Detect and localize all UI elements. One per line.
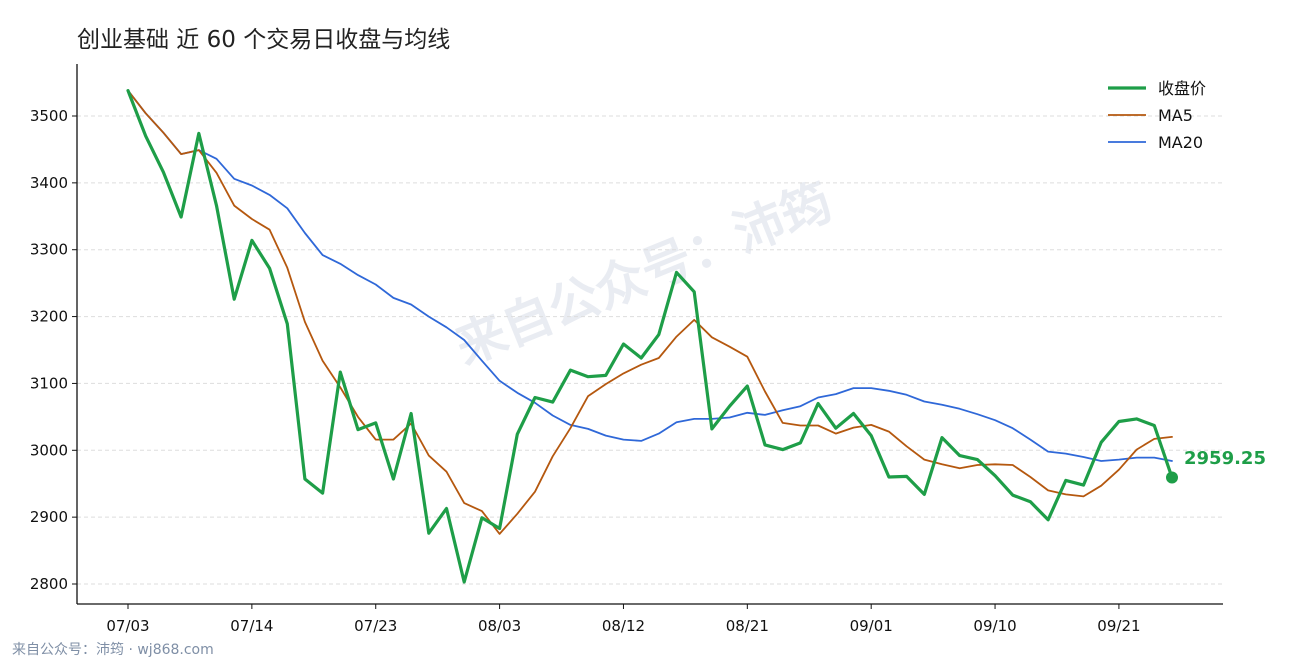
legend-label: 收盘价 — [1158, 79, 1206, 98]
y-tick-label: 3200 — [30, 308, 68, 326]
series-line-close — [126, 88, 1174, 584]
last-close-marker — [1166, 471, 1178, 484]
series-line-ma5 — [127, 89, 1173, 535]
y-tick-label: 3500 — [30, 107, 68, 125]
x-tick-label: 07/23 — [354, 617, 397, 635]
x-tick-label: 09/21 — [1097, 617, 1140, 635]
x-tick-label: 08/03 — [478, 617, 521, 635]
legend-label: MA20 — [1158, 133, 1203, 152]
y-tick-label: 3300 — [30, 241, 68, 259]
watermark: 来自公众号：沛筠 — [447, 172, 840, 376]
legend-label: MA5 — [1158, 106, 1193, 125]
y-tick-label: 2800 — [30, 575, 68, 593]
y-tick-label: 3400 — [30, 174, 68, 192]
y-tick-label: 3000 — [30, 441, 68, 459]
x-tick-label: 07/03 — [106, 617, 149, 635]
x-tick-label: 09/10 — [973, 617, 1016, 635]
series-line-ma20 — [127, 89, 1173, 462]
chart-title: 创业基础 近 60 个交易日收盘与均线 — [77, 27, 451, 53]
x-tick-label: 07/14 — [230, 617, 273, 635]
x-tick-label: 09/01 — [850, 617, 893, 635]
x-tick-label: 08/12 — [602, 617, 645, 635]
last-close-label: 2959.25 — [1184, 448, 1266, 469]
source-note: 来自公众号：沛筠 · wj868.com — [12, 642, 214, 658]
x-tick-label: 08/21 — [726, 617, 769, 635]
y-tick-label: 3100 — [30, 374, 68, 392]
y-tick-label: 2900 — [30, 508, 68, 526]
